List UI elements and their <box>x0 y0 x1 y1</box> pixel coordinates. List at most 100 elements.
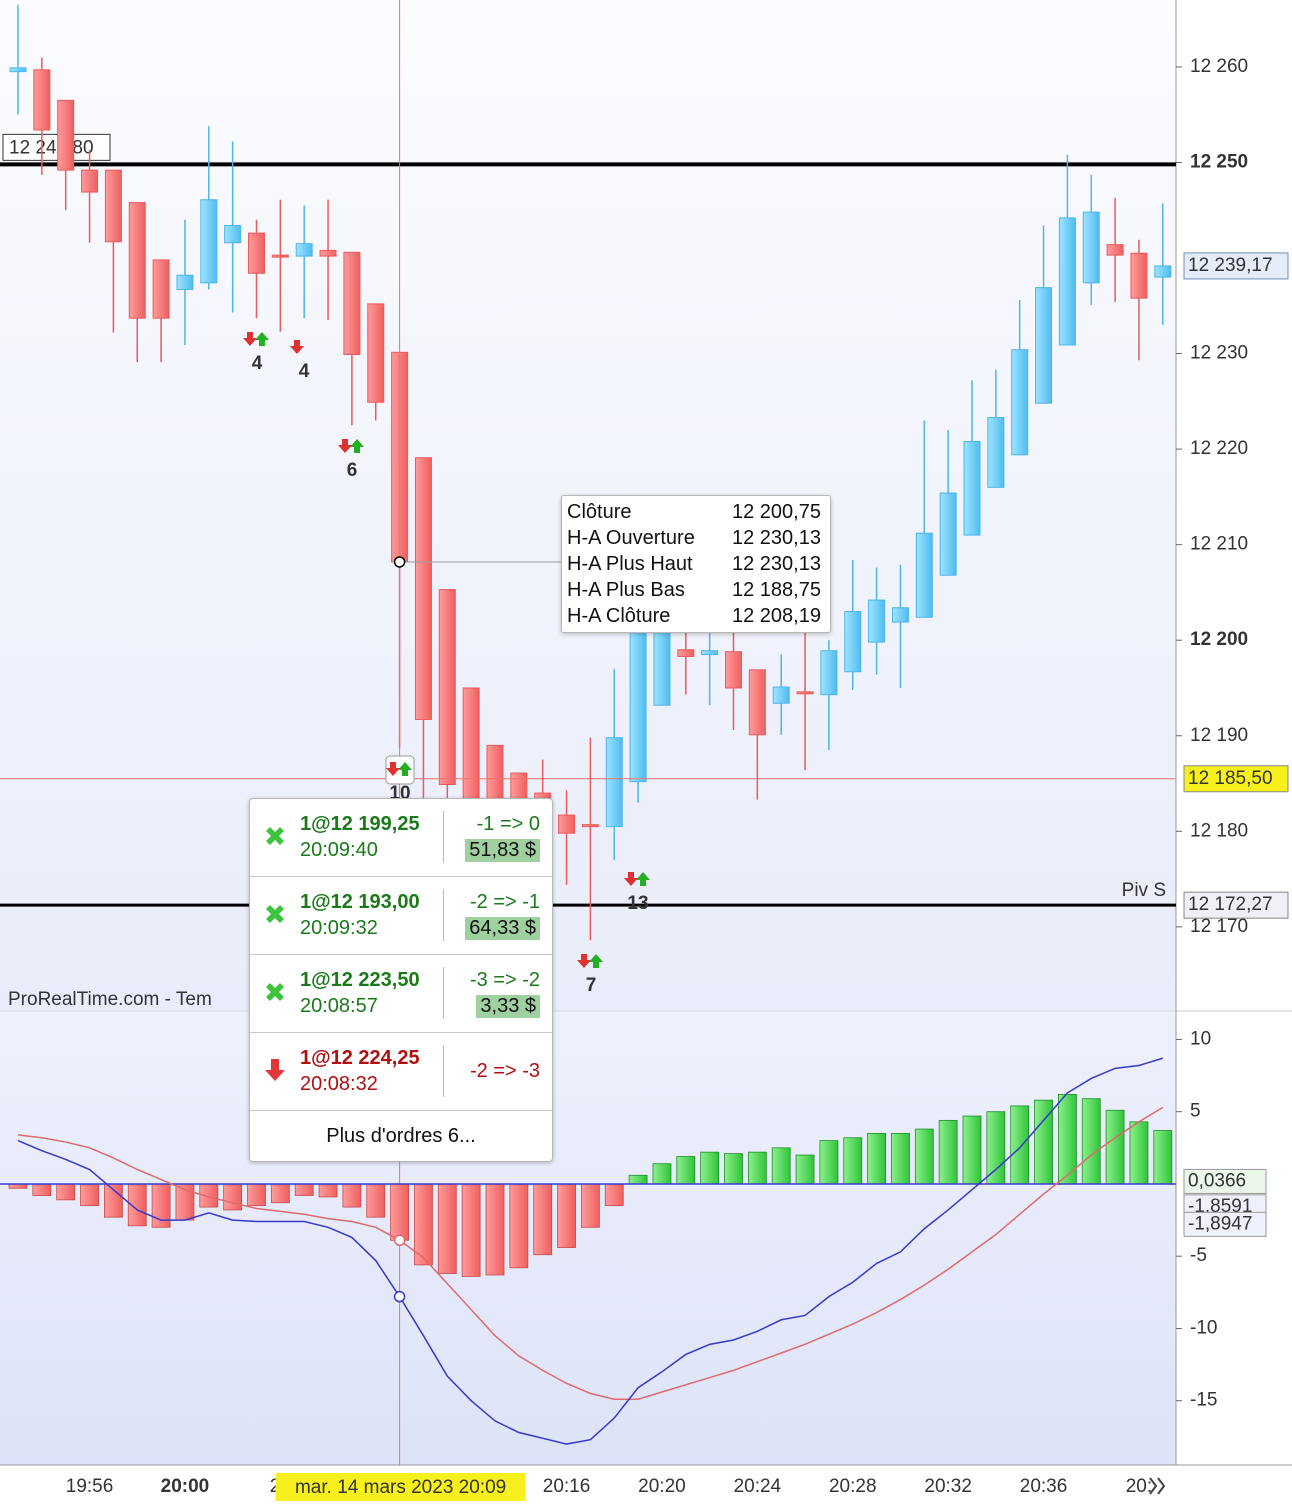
candle-body <box>438 589 456 785</box>
order-row[interactable]: 1@12 223,50 20:08:57 -3 => -2 3,33 $ <box>250 955 552 1033</box>
x-tick-label: 20:32 <box>924 1476 972 1497</box>
histogram-bar <box>795 1154 815 1185</box>
order-row[interactable]: 1@12 193,00 20:09:32 -2 => -1 64,33 $ <box>250 877 552 955</box>
y-tick-label: 10 <box>1190 1028 1211 1049</box>
histogram-bar <box>628 1174 648 1185</box>
candle-body <box>820 650 838 696</box>
order-separator <box>443 811 444 863</box>
signal-line <box>17 1106 1164 1401</box>
histogram-bar <box>461 1183 481 1277</box>
tooltip-value: 12 200,75 <box>732 500 821 523</box>
crosshair-label-box <box>1183 765 1289 793</box>
histogram-bar <box>390 1183 410 1241</box>
y-tick-label: 12 180 <box>1190 820 1248 841</box>
order-list: 1@12 199,25 20:09:40 -1 => 0 51,83 $1@12 19… <box>250 799 552 1111</box>
signal-up <box>350 439 364 453</box>
macd-line <box>17 1057 1164 1445</box>
tooltip-label: H-A Ouverture <box>567 526 695 549</box>
cursor-date-box <box>275 1473 526 1501</box>
histogram-bar <box>604 1183 624 1207</box>
candle-body <box>629 630 647 783</box>
order-price: 1@12 224,25 <box>300 1047 420 1069</box>
level-label-box <box>2 133 111 161</box>
candle-body <box>844 611 862 673</box>
candle-body <box>581 824 599 828</box>
order-row[interactable]: 1@12 199,25 20:09:40 -1 => 0 51,83 $ <box>250 799 552 877</box>
candle-body <box>1106 244 1124 256</box>
histogram-bar <box>318 1183 338 1198</box>
order-pnl: 3,33 $ <box>476 995 540 1018</box>
candle-body <box>605 737 623 828</box>
histogram-bar <box>747 1151 767 1185</box>
order-row[interactable]: 1@12 224,25 20:08:32 -2 => -3 <box>250 1033 552 1111</box>
histogram-bar <box>1105 1109 1125 1185</box>
candle-body <box>319 249 337 257</box>
scroll-button[interactable] <box>1149 1477 1166 1495</box>
y-tick-label: -5 <box>1190 1245 1207 1266</box>
order-time: 20:08:57 <box>300 995 378 1017</box>
y-tick-label: 12 210 <box>1190 534 1248 555</box>
candle-body <box>701 650 719 656</box>
histogram-bar <box>294 1183 314 1196</box>
tooltip-value: 12 208,19 <box>732 604 821 627</box>
histogram-bar <box>557 1183 576 1248</box>
order-separator <box>443 889 444 941</box>
histogram-bar <box>270 1183 290 1204</box>
candle-body <box>653 625 671 706</box>
y-tick-label: 5 <box>1190 1101 1201 1122</box>
signal-up <box>255 332 269 346</box>
filled-icon <box>266 905 284 923</box>
histogram-bar <box>724 1153 743 1185</box>
histogram-bar <box>366 1183 386 1218</box>
order-time: 20:09:40 <box>300 839 378 861</box>
tooltip-row: H-A Plus Haut 12 230,13 <box>562 551 830 577</box>
candle-body <box>891 607 909 623</box>
histogram-bar <box>843 1137 863 1185</box>
candle-body <box>772 686 790 704</box>
candle-body <box>1011 349 1029 456</box>
histogram-bar <box>80 1183 99 1207</box>
candle-body <box>1058 217 1076 346</box>
candle-body <box>939 492 957 576</box>
tooltip-value: 12 230,13 <box>732 552 821 575</box>
order-pnl: 51,83 $ <box>465 839 540 862</box>
x-tick-label: 20:00 <box>161 1476 210 1497</box>
signal-point <box>393 1234 406 1247</box>
signal_label: -1,8947 <box>1188 1213 1252 1234</box>
candle-body <box>1082 211 1100 284</box>
histogram_label-box <box>1183 1168 1267 1194</box>
histogram-bar <box>485 1183 505 1276</box>
histogram-bar <box>32 1183 52 1196</box>
candle-body <box>295 243 313 257</box>
order-position: -3 => -2 <box>469 969 540 991</box>
candle-body <box>81 169 99 193</box>
histogram-bar <box>700 1151 720 1185</box>
signal-count: 6 <box>347 460 358 481</box>
y-tick-label: 12 170 <box>1190 916 1248 937</box>
candle-body <box>224 225 242 244</box>
order-position: -2 => -3 <box>469 1060 540 1082</box>
candle-body <box>33 69 51 131</box>
candle-body <box>128 202 146 319</box>
tooltip-value: 12 188,75 <box>732 578 821 601</box>
histogram-bar <box>509 1183 529 1269</box>
signal-down <box>338 439 352 453</box>
tooltip-row: H-A Ouverture 12 230,13 <box>562 525 830 551</box>
candle-body <box>1035 287 1053 404</box>
candle-body <box>725 651 742 689</box>
signal-up <box>589 954 603 968</box>
order-time: 20:08:32 <box>300 1073 378 1095</box>
y-tick-label: 12 260 <box>1190 56 1248 77</box>
signal-count: 4 <box>299 361 310 382</box>
tooltip-row: H-A Plus Bas 12 188,75 <box>562 577 830 603</box>
tooltip-value: 12 230,13 <box>732 526 821 549</box>
more-orders[interactable]: Plus d'ordres 6... <box>326 1124 476 1147</box>
candle-body <box>558 814 576 834</box>
histogram-bar <box>676 1156 696 1185</box>
last-price-box <box>1183 252 1289 280</box>
orders-popup: 1@12 199,25 20:09:40 -1 => 0 51,83 $1@12 19… <box>249 798 553 1162</box>
x-tick-label: 20: <box>1126 1476 1152 1497</box>
candle-body <box>1154 265 1172 278</box>
y-tick-label: 12 250 <box>1190 151 1248 172</box>
